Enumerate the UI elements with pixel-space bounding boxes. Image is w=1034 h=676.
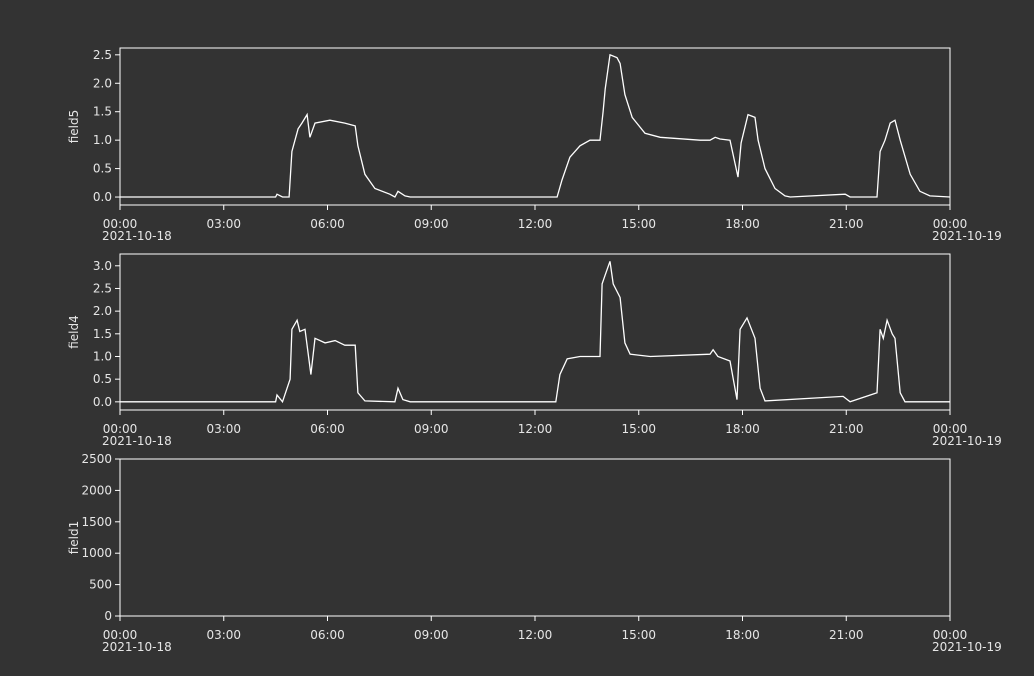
line-series bbox=[120, 53, 951, 198]
x-tick-label: 21:00 bbox=[829, 628, 864, 642]
x-tick-label: 00:00 bbox=[933, 422, 968, 436]
x-tick-label: 21:00 bbox=[829, 217, 864, 231]
x-tick-label: 09:00 bbox=[414, 628, 449, 642]
x-date-label: 2021-10-18 bbox=[102, 434, 172, 448]
x-tick-label: 00:00 bbox=[103, 422, 138, 436]
plot-frame bbox=[119, 458, 951, 617]
y-tick-label: 0 bbox=[104, 609, 112, 623]
y-tick-label: 2500 bbox=[81, 452, 112, 466]
x-date-label: 2021-10-18 bbox=[102, 229, 172, 243]
y-tick-label: 0.0 bbox=[93, 395, 112, 409]
y-axis-label: field1 bbox=[67, 521, 81, 555]
y-tick-label: 1.5 bbox=[93, 105, 112, 119]
y-tick-label: 1000 bbox=[81, 546, 112, 560]
x-tick-label: 15:00 bbox=[621, 217, 656, 231]
y-tick-label: 2.0 bbox=[93, 76, 112, 90]
y-tick-label: 3.0 bbox=[93, 259, 112, 273]
x-date-label: 2021-10-19 bbox=[932, 640, 1002, 654]
x-tick-label: 15:00 bbox=[621, 628, 656, 642]
x-tick-label: 06:00 bbox=[310, 628, 345, 642]
x-tick-label: 21:00 bbox=[829, 422, 864, 436]
y-tick-label: 2.5 bbox=[93, 281, 112, 295]
x-tick-label: 09:00 bbox=[414, 217, 449, 231]
x-date-label: 2021-10-19 bbox=[932, 229, 1002, 243]
x-tick-label: 06:00 bbox=[310, 422, 345, 436]
y-tick-label: 2000 bbox=[81, 483, 112, 497]
x-tick-label: 18:00 bbox=[725, 217, 760, 231]
x-date-label: 2021-10-18 bbox=[102, 640, 172, 654]
x-date-label: 2021-10-19 bbox=[932, 434, 1002, 448]
x-tick-label: 06:00 bbox=[310, 217, 345, 231]
x-tick-label: 12:00 bbox=[518, 217, 553, 231]
x-tick-label: 00:00 bbox=[103, 628, 138, 642]
x-tick-label: 15:00 bbox=[621, 422, 656, 436]
y-tick-label: 0.0 bbox=[93, 190, 112, 204]
y-tick-label: 0.5 bbox=[93, 372, 112, 386]
x-tick-label: 00:00 bbox=[933, 628, 968, 642]
y-tick-label: 0.5 bbox=[93, 162, 112, 176]
x-tick-label: 12:00 bbox=[518, 628, 553, 642]
y-tick-label: 1.0 bbox=[93, 133, 112, 147]
x-tick-label: 00:00 bbox=[103, 217, 138, 231]
y-tick-label: 500 bbox=[89, 578, 112, 592]
x-tick-label: 09:00 bbox=[414, 422, 449, 436]
y-tick-label: 1500 bbox=[81, 515, 112, 529]
x-tick-label: 03:00 bbox=[206, 217, 241, 231]
y-tick-label: 1.0 bbox=[93, 349, 112, 363]
x-tick-label: 18:00 bbox=[725, 422, 760, 436]
y-tick-label: 2.5 bbox=[93, 48, 112, 62]
y-tick-label: 2.0 bbox=[93, 304, 112, 318]
y-tick-label: 1.5 bbox=[93, 327, 112, 341]
x-tick-label: 03:00 bbox=[206, 422, 241, 436]
plot-frame bbox=[119, 253, 951, 411]
x-tick-label: 12:00 bbox=[518, 422, 553, 436]
x-tick-label: 00:00 bbox=[933, 217, 968, 231]
line-series bbox=[120, 261, 950, 404]
x-tick-label: 18:00 bbox=[725, 628, 760, 642]
plot-frame bbox=[119, 47, 951, 206]
y-axis-label: field5 bbox=[67, 110, 81, 144]
y-axis-label: field4 bbox=[67, 315, 81, 349]
x-tick-label: 03:00 bbox=[206, 628, 241, 642]
